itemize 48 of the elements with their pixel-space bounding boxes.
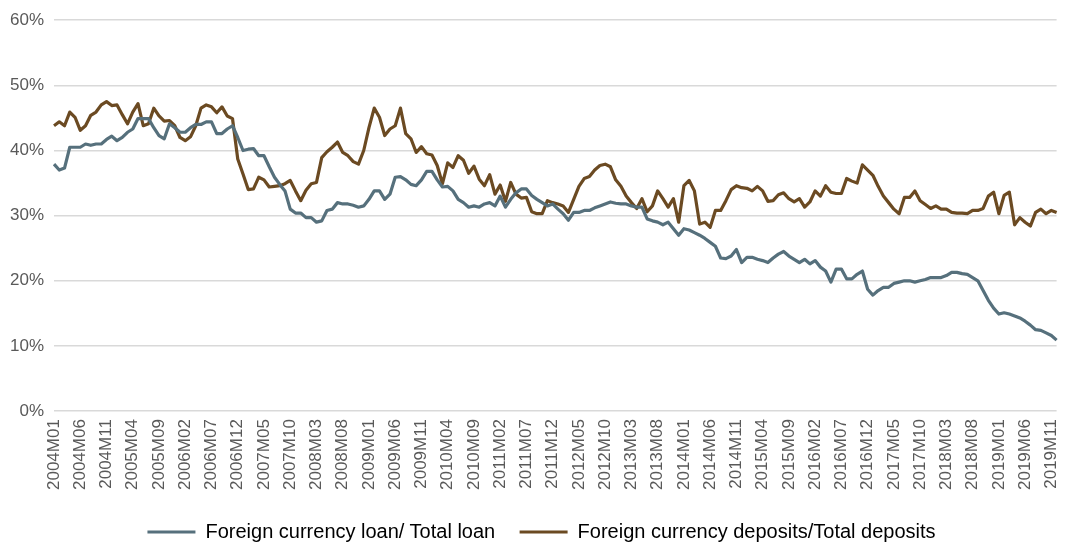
y-tick-label: 50% (9, 75, 45, 95)
y-tick-label: 20% (9, 270, 45, 290)
y-tick-label: 10% (9, 335, 45, 355)
x-tick-label: 2016M02 (804, 419, 824, 490)
x-tick-label: 2019M01 (988, 419, 1008, 490)
x-tick-label: 2004M06 (69, 419, 89, 490)
x-tick-label: 2017M05 (883, 419, 903, 490)
y-tick-label: 60% (9, 9, 45, 29)
x-tick-label: 2006M07 (201, 419, 221, 490)
x-tick-label: 2019M11 (1041, 419, 1061, 489)
x-tick-label: 2011M07 (516, 419, 536, 489)
x-tick-label: 2016M12 (857, 419, 877, 490)
legend-label: Foreign currency loan/ Total loan (205, 519, 496, 542)
x-tick-label: 2004M01 (43, 419, 63, 490)
x-tick-label: 2004M11 (96, 419, 116, 489)
x-tick-label: 2012M05 (568, 419, 588, 490)
x-tick-label: 2011M12 (542, 419, 562, 489)
x-tick-label: 2019M06 (1014, 419, 1034, 490)
x-tick-label: 2016M07 (831, 419, 851, 490)
x-tick-label: 2008M03 (306, 419, 326, 490)
x-tick-label: 2009M06 (384, 419, 404, 490)
x-tick-label: 2006M12 (227, 419, 247, 490)
x-tick-label: 2015M04 (752, 419, 772, 490)
x-tick-label: 2007M05 (253, 419, 273, 490)
x-tick-label: 2013M03 (621, 419, 641, 490)
x-tick-label: 2007M10 (279, 419, 299, 490)
x-tick-label: 2014M11 (726, 419, 746, 489)
x-tick-label: 2017M10 (909, 419, 929, 490)
x-tick-label: 2009M11 (411, 419, 431, 489)
x-tick-label: 2009M01 (358, 419, 378, 490)
x-tick-label: 2005M09 (148, 419, 168, 490)
x-tick-label: 2018M08 (962, 419, 982, 490)
x-tick-label: 2018M03 (936, 419, 956, 490)
x-tick-label: 2014M01 (673, 419, 693, 490)
x-tick-label: 2005M04 (122, 419, 142, 490)
x-tick-label: 2013M08 (647, 419, 667, 490)
x-tick-label: 2010M04 (437, 419, 457, 490)
x-tick-label: 2011M02 (489, 419, 509, 489)
y-tick-label: 40% (9, 140, 45, 160)
y-tick-label: 30% (9, 205, 45, 225)
legend-label: Foreign currency deposits/Total deposits (577, 519, 936, 542)
x-tick-label: 2012M10 (594, 419, 614, 490)
x-tick-label: 2010M09 (463, 419, 483, 490)
x-tick-label: 2008M08 (332, 419, 352, 490)
x-tick-label: 2015M09 (778, 419, 798, 490)
y-tick-label: 0% (19, 400, 45, 420)
x-tick-label: 2014M06 (699, 419, 719, 490)
x-tick-label: 2006M02 (174, 419, 194, 490)
